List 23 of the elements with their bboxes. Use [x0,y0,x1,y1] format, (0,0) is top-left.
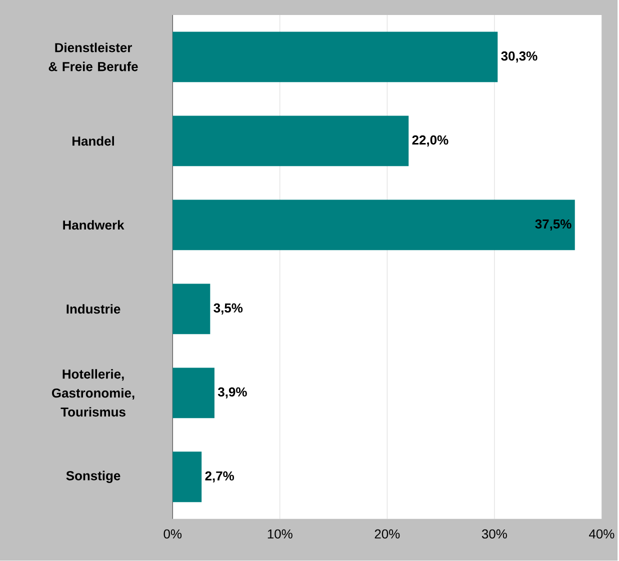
bar [172,284,210,334]
y-tick-label: Industrie [66,304,120,314]
x-tick-label: 20% [374,529,400,539]
data-label: 30,3% [501,52,538,63]
x-tick-label: 30% [482,529,507,539]
data-label: 37,5% [535,219,572,231]
x-tick-label: 0% [164,529,182,539]
y-tick-label: Hotellerie, Gastronomie, Tourismus [52,369,134,417]
bar [172,32,498,82]
y-tick-label: Handwerk [63,220,124,230]
y-tick-label: Handel [72,136,114,146]
y-tick-label: Dienstleister & Freie Berufe [48,42,138,72]
y-tick-label: Sonstige [66,470,120,484]
bar [172,200,575,250]
data-label: 2,7% [205,471,234,483]
data-label: 22,0% [412,136,448,147]
bar [172,452,202,502]
data-label: 3,9% [218,387,247,399]
x-tick-label: 40% [589,529,614,539]
bar [172,116,409,166]
x-tick-label: 10% [268,529,292,539]
data-label: 3,5% [214,303,243,315]
bar [172,368,214,418]
